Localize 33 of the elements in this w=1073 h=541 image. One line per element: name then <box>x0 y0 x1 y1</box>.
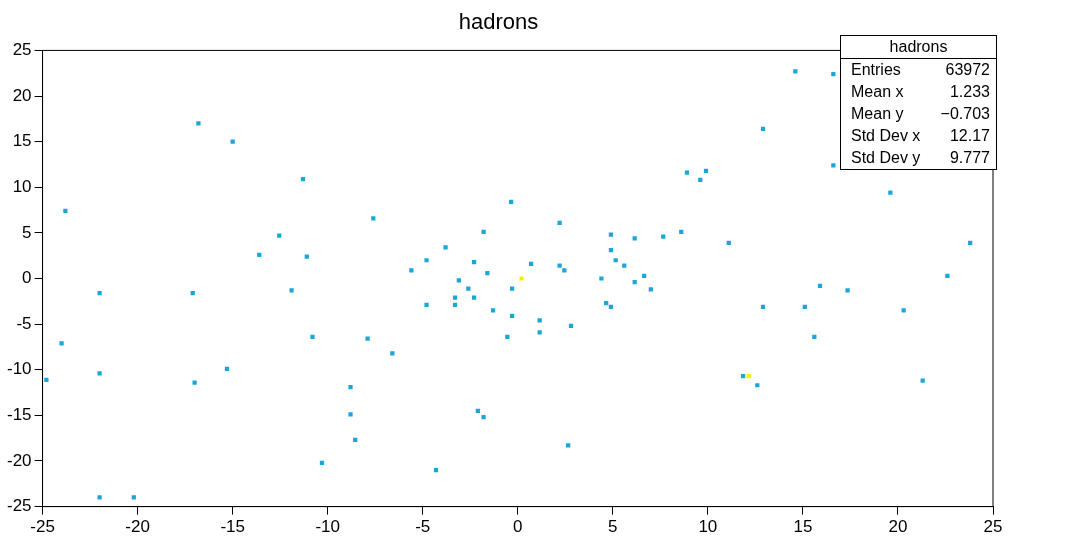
y-tick-label: 5 <box>22 222 32 242</box>
annotation: 63972 <box>945 60 990 80</box>
annotation: Std Dev x <box>851 126 921 146</box>
annotation: Std Dev y <box>851 148 921 168</box>
annotation: Mean y <box>851 104 904 124</box>
annotation: −0.703 <box>940 104 990 124</box>
x-tick-label: -10 <box>315 517 340 537</box>
y-tick-label: -5 <box>16 313 32 333</box>
x-tick-label: 15 <box>793 517 813 537</box>
annotation: Entries <box>851 60 901 80</box>
y-tick-label: 25 <box>12 40 32 60</box>
x-tick-label: 10 <box>698 517 718 537</box>
annotation: 12.17 <box>949 126 990 146</box>
y-tick-label: 15 <box>12 131 32 151</box>
y-tick-label: 20 <box>12 85 32 105</box>
annotation: Mean x <box>851 82 904 102</box>
y-tick-label: 0 <box>22 268 32 288</box>
x-tick-label: -5 <box>415 517 431 537</box>
x-tick-label: 25 <box>983 517 1003 537</box>
y-tick-label: -20 <box>6 450 32 470</box>
annotation: 1.233 <box>949 82 990 102</box>
x-tick-label: -20 <box>125 517 150 537</box>
annotation: hadrons <box>841 36 996 59</box>
chart-title: hadrons <box>458 9 539 35</box>
x-tick-label: 0 <box>513 517 523 537</box>
y-tick-label: -10 <box>6 359 32 379</box>
y-tick-label: 10 <box>12 176 32 196</box>
y-tick-label: -15 <box>6 405 32 425</box>
x-tick-label: -15 <box>220 517 245 537</box>
x-tick-label: 20 <box>888 517 908 537</box>
y-tick-label: -25 <box>6 496 32 516</box>
x-tick-label: 5 <box>608 517 618 537</box>
annotation: 9.777 <box>949 148 990 168</box>
